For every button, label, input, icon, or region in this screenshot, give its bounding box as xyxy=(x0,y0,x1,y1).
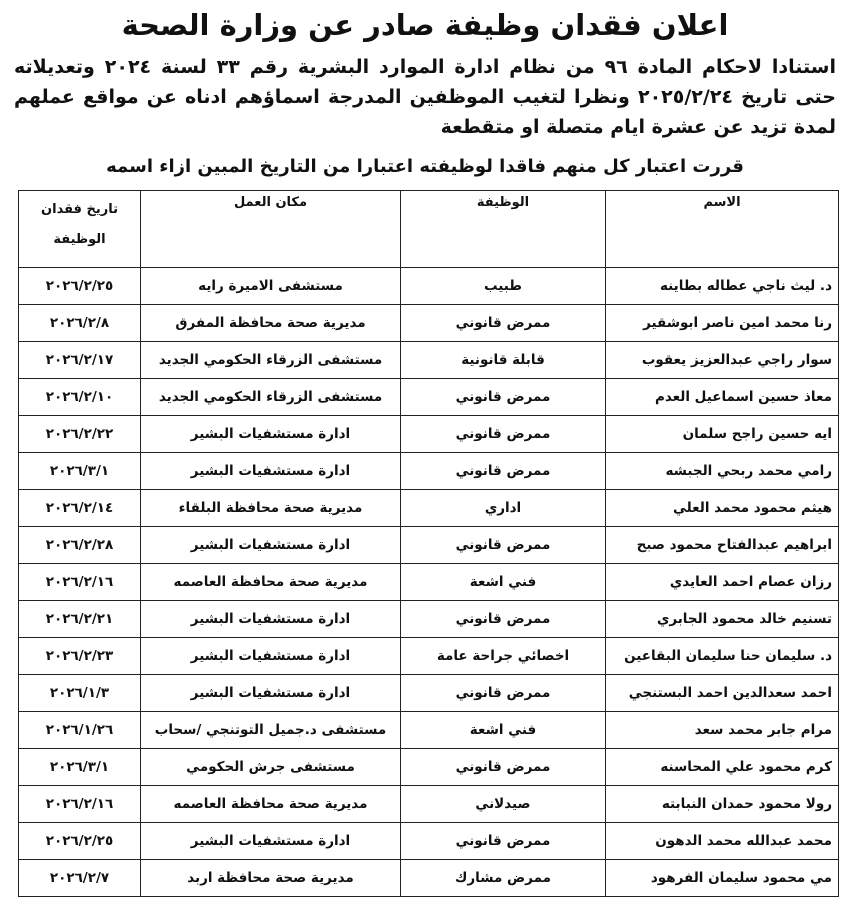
table-cell: فني اشعة xyxy=(400,563,606,601)
header-cell: الوظيفة xyxy=(400,190,606,268)
table-cell: اداري xyxy=(400,489,606,527)
header-cell: تاريخ فقدان الوظيفة xyxy=(18,190,141,268)
table-row: معاذ حسين اسماعيل العدم ممرض قانوني مستشفى… xyxy=(18,378,839,416)
table-cell: مستشفى الزرقاء الحكومي الجديد xyxy=(140,378,401,416)
table-cell: ممرض قانوني xyxy=(400,378,606,416)
table-cell: ادارة مستشفيات البشير xyxy=(140,452,401,490)
table-cell: ٢٠٢٦/٢/٢٢ xyxy=(18,415,141,453)
table-cell: ممرض قانوني xyxy=(400,748,606,786)
table-cell: ممرض قانوني xyxy=(400,452,606,490)
table-header: الاسم الوظيفة مكان العمل تاريخ فقدان الوظيف… xyxy=(18,190,839,268)
table-cell: مديرية صحة محافظة المفرق xyxy=(140,304,401,342)
table-cell: مديرية صحة محافظة اربد xyxy=(140,859,401,897)
table-cell: مديرية صحة محافظة البلقاء xyxy=(140,489,401,527)
table-cell: ٢٠٢٦/١/٣ xyxy=(18,674,141,712)
table-cell: اخصائي جراحة عامة xyxy=(400,637,606,675)
table-row: مرام جابر محمد سعد فني اشعة مستشفى د.جميل … xyxy=(18,711,839,749)
table-cell: رزان عصام احمد العايدي xyxy=(605,563,839,601)
body-text: استنادا لاحكام المادة ٩٦ من نظام ادارة ا… xyxy=(14,56,836,138)
table-row: محمد عبدالله محمد الدهون ممرض قانوني ادارة… xyxy=(18,822,839,860)
table-row: رامي محمد ربحي الجبشه ممرض قانوني ادارة مس… xyxy=(18,452,839,490)
table-cell: ادارة مستشفيات البشير xyxy=(140,637,401,675)
table-row: كرم محمود علي المحاسنه ممرض قانوني مستشفى … xyxy=(18,748,839,786)
table-row: تسنيم خالد محمود الجابري ممرض قانوني ادارة… xyxy=(18,600,839,638)
table-cell: ٢٠٢٦/٢/١٦ xyxy=(18,563,141,601)
table-cell: قابلة قانونية xyxy=(400,341,606,379)
table-cell: ٢٠٢٦/٢/٢٥ xyxy=(18,267,141,305)
table-row: ايه حسين راجح سلمان ممرض قانوني ادارة مستش… xyxy=(18,415,839,453)
table-row: مي محمود سليمان الفرهود ممرض مشارك مديرية … xyxy=(18,859,839,897)
table-cell: رامي محمد ربحي الجبشه xyxy=(605,452,839,490)
table-cell: ممرض قانوني xyxy=(400,600,606,638)
table-cell: ممرض قانوني xyxy=(400,526,606,564)
table-cell: ممرض مشارك xyxy=(400,859,606,897)
table-cell: صيدلاني xyxy=(400,785,606,823)
table-cell: ممرض قانوني xyxy=(400,822,606,860)
table-row: رزان عصام احمد العايدي فني اشعة مديرية صحة… xyxy=(18,563,839,601)
table-cell: مديرية صحة محافظة العاصمه xyxy=(140,563,401,601)
table-row: سوار راجي عبدالعزيز يعقوب قابلة قانونية مس… xyxy=(18,341,839,379)
table-cell: ممرض قانوني xyxy=(400,415,606,453)
table-cell: مديرية صحة محافظة العاصمه xyxy=(140,785,401,823)
decision-text: قررت اعتبار كل منهم فاقدا لوظيفته اعتبار… xyxy=(106,156,744,177)
table-cell: ٢٠٢٦/٢/١٦ xyxy=(18,785,141,823)
table-cell: مي محمود سليمان الفرهود xyxy=(605,859,839,897)
table-cell: ممرض قانوني xyxy=(400,304,606,342)
table-cell: ادارة مستشفيات البشير xyxy=(140,600,401,638)
table-row: د. ليث ناجي عطاله بطاينه طبيب مستشفى الامي… xyxy=(18,267,839,305)
table-cell: ادارة مستشفيات البشير xyxy=(140,415,401,453)
header-cell: الاسم xyxy=(605,190,839,268)
table-cell: رنا محمد امين ناصر ابوشقير xyxy=(605,304,839,342)
table-cell: هيثم محمود محمد العلي xyxy=(605,489,839,527)
table-cell: محمد عبدالله محمد الدهون xyxy=(605,822,839,860)
table-cell: طبيب xyxy=(400,267,606,305)
header-row: الاسم الوظيفة مكان العمل تاريخ فقدان الوظيف… xyxy=(18,190,839,268)
table-body: د. ليث ناجي عطاله بطاينه طبيب مستشفى الامي… xyxy=(18,267,839,897)
table-cell: مستشفى د.جميل التوتنجي /سحاب xyxy=(140,711,401,749)
table-cell: ادارة مستشفيات البشير xyxy=(140,822,401,860)
table-row: رنا محمد امين ناصر ابوشقير ممرض قانوني مدي… xyxy=(18,304,839,342)
table-cell: ٢٠٢٦/٢/٧ xyxy=(18,859,141,897)
table-cell: ٢٠٢٦/٣/١ xyxy=(18,748,141,786)
header-cell: مكان العمل xyxy=(140,190,401,268)
table-cell: مستشفى جرش الحكومي xyxy=(140,748,401,786)
table-cell: ايه حسين راجح سلمان xyxy=(605,415,839,453)
table-cell: ٢٠٢٦/١/٢٦ xyxy=(18,711,141,749)
table-cell: احمد سعدالدين احمد البستنجي xyxy=(605,674,839,712)
table-cell: ٢٠٢٦/٢/٢٨ xyxy=(18,526,141,564)
table-cell: ادارة مستشفيات البشير xyxy=(140,674,401,712)
table-cell: ادارة مستشفيات البشير xyxy=(140,526,401,564)
table-row: احمد سعدالدين احمد البستنجي ممرض قانوني اد… xyxy=(18,674,839,712)
table-cell: مستشفى الزرقاء الحكومي الجديد xyxy=(140,341,401,379)
table-row: ابراهيم عبدالفتاح محمود صبح ممرض قانوني اد… xyxy=(18,526,839,564)
table-cell: ٢٠٢٦/٢/١٠ xyxy=(18,378,141,416)
table: الاسم الوظيفة مكان العمل تاريخ فقدان الوظيف… xyxy=(18,190,839,897)
table-cell: ٢٠٢٦/٢/٨ xyxy=(18,304,141,342)
table-cell: ٢٠٢٦/٢/٢٣ xyxy=(18,637,141,675)
table-cell: سوار راجي عبدالعزيز يعقوب xyxy=(605,341,839,379)
table-cell: مستشفى الاميرة رايه xyxy=(140,267,401,305)
table-cell: رولا محمود حمدان النبابته xyxy=(605,785,839,823)
table-cell: ٢٠٢٦/٢/١٤ xyxy=(18,489,141,527)
table-cell: د. سليمان حنا سليمان البقاعين xyxy=(605,637,839,675)
table-cell: معاذ حسين اسماعيل العدم xyxy=(605,378,839,416)
table-cell: ابراهيم عبدالفتاح محمود صبح xyxy=(605,526,839,564)
table-cell: د. ليث ناجي عطاله بطاينه xyxy=(605,267,839,305)
table-cell: ممرض قانوني xyxy=(400,674,606,712)
table-cell: ٢٠٢٦/٢/٢١ xyxy=(18,600,141,638)
table-cell: ٢٠٢٦/٣/١ xyxy=(18,452,141,490)
table-row: هيثم محمود محمد العلي اداري مديرية صحة محا… xyxy=(18,489,839,527)
table-row: رولا محمود حمدان النبابته صيدلاني مديرية ص… xyxy=(18,785,839,823)
table-cell: فني اشعة xyxy=(400,711,606,749)
table-cell: ٢٠٢٦/٢/٢٥ xyxy=(18,822,141,860)
table-row: د. سليمان حنا سليمان البقاعين اخصائي جراح… xyxy=(18,637,839,675)
table-cell: ٢٠٢٦/٢/١٧ xyxy=(18,341,141,379)
table-cell: مرام جابر محمد سعد xyxy=(605,711,839,749)
table-cell: كرم محمود علي المحاسنه xyxy=(605,748,839,786)
title: اعلان فقدان وظيفة صادر عن وزارة الصحة xyxy=(121,8,729,42)
table-cell: تسنيم خالد محمود الجابري xyxy=(605,600,839,638)
